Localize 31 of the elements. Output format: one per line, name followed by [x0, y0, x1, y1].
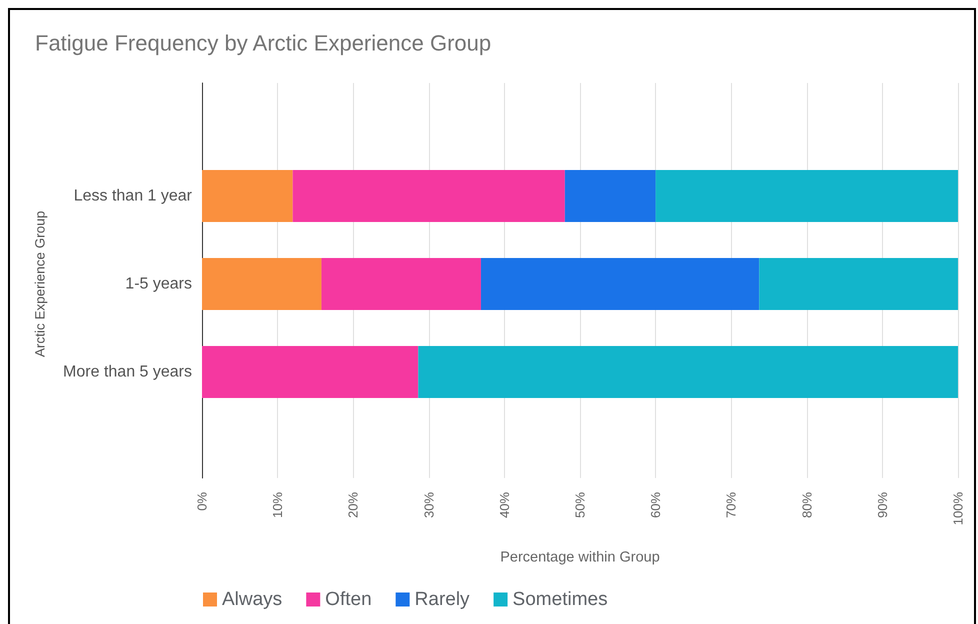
bar — [202, 170, 293, 222]
x-tick-label: 30% — [421, 492, 436, 518]
bar — [564, 170, 656, 222]
bar — [656, 170, 958, 222]
x-tick-label: 70% — [724, 492, 739, 518]
x-tick-label: 40% — [496, 492, 512, 518]
x-tick-label: 50% — [572, 492, 588, 518]
chart-title: Fatigue Frequency by Arctic Experience Group — [35, 30, 492, 56]
x-tick-label: 80% — [799, 492, 814, 518]
legend-label: Often — [325, 589, 372, 610]
bar — [759, 258, 958, 310]
x-tick-label: 90% — [874, 492, 890, 518]
x-tick-label: 0% — [194, 492, 210, 511]
legend-label: Sometimes — [512, 589, 608, 610]
legend-label: Always — [222, 589, 282, 610]
x-tick-label: 20% — [346, 492, 361, 518]
y-tick-label: More than 5 years — [63, 364, 192, 380]
y-tick-label: Less than 1 year — [74, 188, 193, 204]
x-tick-label: 10% — [270, 492, 286, 518]
bar — [202, 258, 322, 310]
bar — [202, 346, 418, 398]
x-tick-label: 60% — [648, 492, 664, 518]
x-tick-label: 100% — [950, 492, 966, 526]
bar — [418, 346, 958, 398]
bar — [321, 258, 481, 310]
legend-label: Rarely — [414, 589, 470, 610]
bar — [480, 258, 760, 310]
y-axis-title: Arctic Experience Group — [32, 210, 48, 358]
y-tick-label: 1-5 years — [125, 276, 192, 292]
x-axis-title: Percentage within Group — [500, 550, 660, 566]
bar — [292, 170, 565, 222]
